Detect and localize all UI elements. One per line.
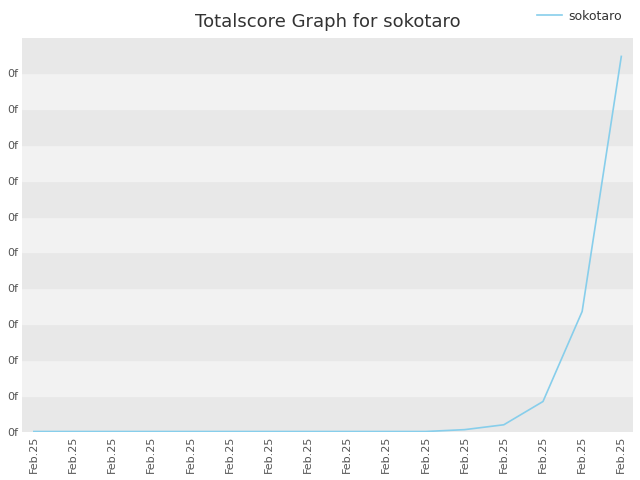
Line: sokotaro: sokotaro [34,57,621,432]
sokotaro [226,429,234,434]
Bar [22,109,633,145]
Bar [22,145,633,181]
Legend: sokotaro: sokotaro [532,4,627,27]
Bar [22,181,633,216]
sokotaro [187,429,195,434]
sokotaro [304,429,312,434]
Bar [22,288,633,324]
sokotaro [383,429,390,434]
sokotaro [461,427,468,432]
Bar [22,37,633,73]
Bar [22,360,633,396]
sokotaro [30,429,38,434]
Bar [22,216,633,252]
Bar [22,324,633,360]
sokotaro [265,429,273,434]
sokotaro [579,309,586,314]
sokotaro [147,429,155,434]
sokotaro [618,54,625,60]
sokotaro [343,429,351,434]
sokotaro [69,429,77,434]
Bar [22,396,633,432]
Title: Totalscore Graph for sokotaro: Totalscore Graph for sokotaro [195,12,460,31]
sokotaro [108,429,116,434]
Bar [22,252,633,288]
sokotaro [539,398,547,404]
sokotaro [422,429,429,434]
sokotaro [500,422,508,428]
Bar [22,73,633,109]
